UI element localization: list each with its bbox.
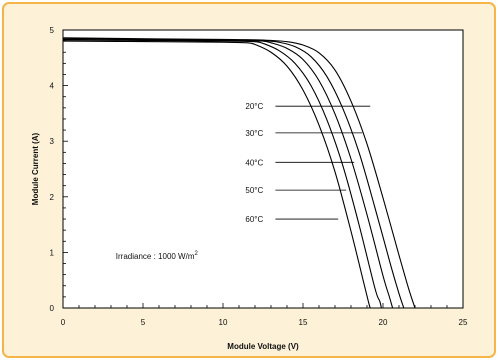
x-tick-label: 5 xyxy=(141,318,146,327)
series-line-20c xyxy=(62,37,416,309)
irradiance-annotation-text: Irradiance : 1000 W/m xyxy=(116,252,195,261)
x-tick-label: 10 xyxy=(219,318,228,327)
y-axis-title: Module Current (A) xyxy=(31,132,40,205)
series-label-50c: 50°C xyxy=(245,186,263,195)
series-label-leaders: 20°C 30°C 40°C 50°C 60°C xyxy=(245,102,371,224)
series-line-60c xyxy=(62,40,371,309)
y-tick-label: 2 xyxy=(50,193,55,202)
x-tick-label: 25 xyxy=(459,318,468,327)
x-tick-label: 20 xyxy=(379,318,388,327)
plot-area xyxy=(62,29,464,309)
y-tick-label: 3 xyxy=(50,137,55,146)
x-tick-label: 15 xyxy=(299,318,308,327)
irradiance-annotation-superscript: 2 xyxy=(195,251,199,257)
series-line-50c xyxy=(62,39,382,309)
x-axis-ticks: 0 5 10 15 20 25 xyxy=(61,303,468,327)
irradiance-annotation: Irradiance : 1000 W/m2 xyxy=(116,251,199,261)
series-label-40c: 40°C xyxy=(245,158,263,167)
y-axis-ticks: 0 1 2 3 4 5 xyxy=(50,26,68,313)
x-tick-label: 0 xyxy=(61,318,66,327)
y-tick-label: 4 xyxy=(50,82,55,91)
series-line-30c xyxy=(62,37,405,309)
series-line-40c xyxy=(62,38,394,309)
series-curves xyxy=(62,37,416,309)
series-label-30c: 30°C xyxy=(245,129,263,138)
x-axis-title: Module Voltage (V) xyxy=(227,342,299,351)
y-tick-label: 5 xyxy=(50,26,55,35)
series-label-20c: 20°C xyxy=(245,102,263,111)
y-tick-label: 0 xyxy=(50,304,55,313)
series-label-60c: 60°C xyxy=(245,215,263,224)
y-tick-label: 1 xyxy=(50,248,55,257)
